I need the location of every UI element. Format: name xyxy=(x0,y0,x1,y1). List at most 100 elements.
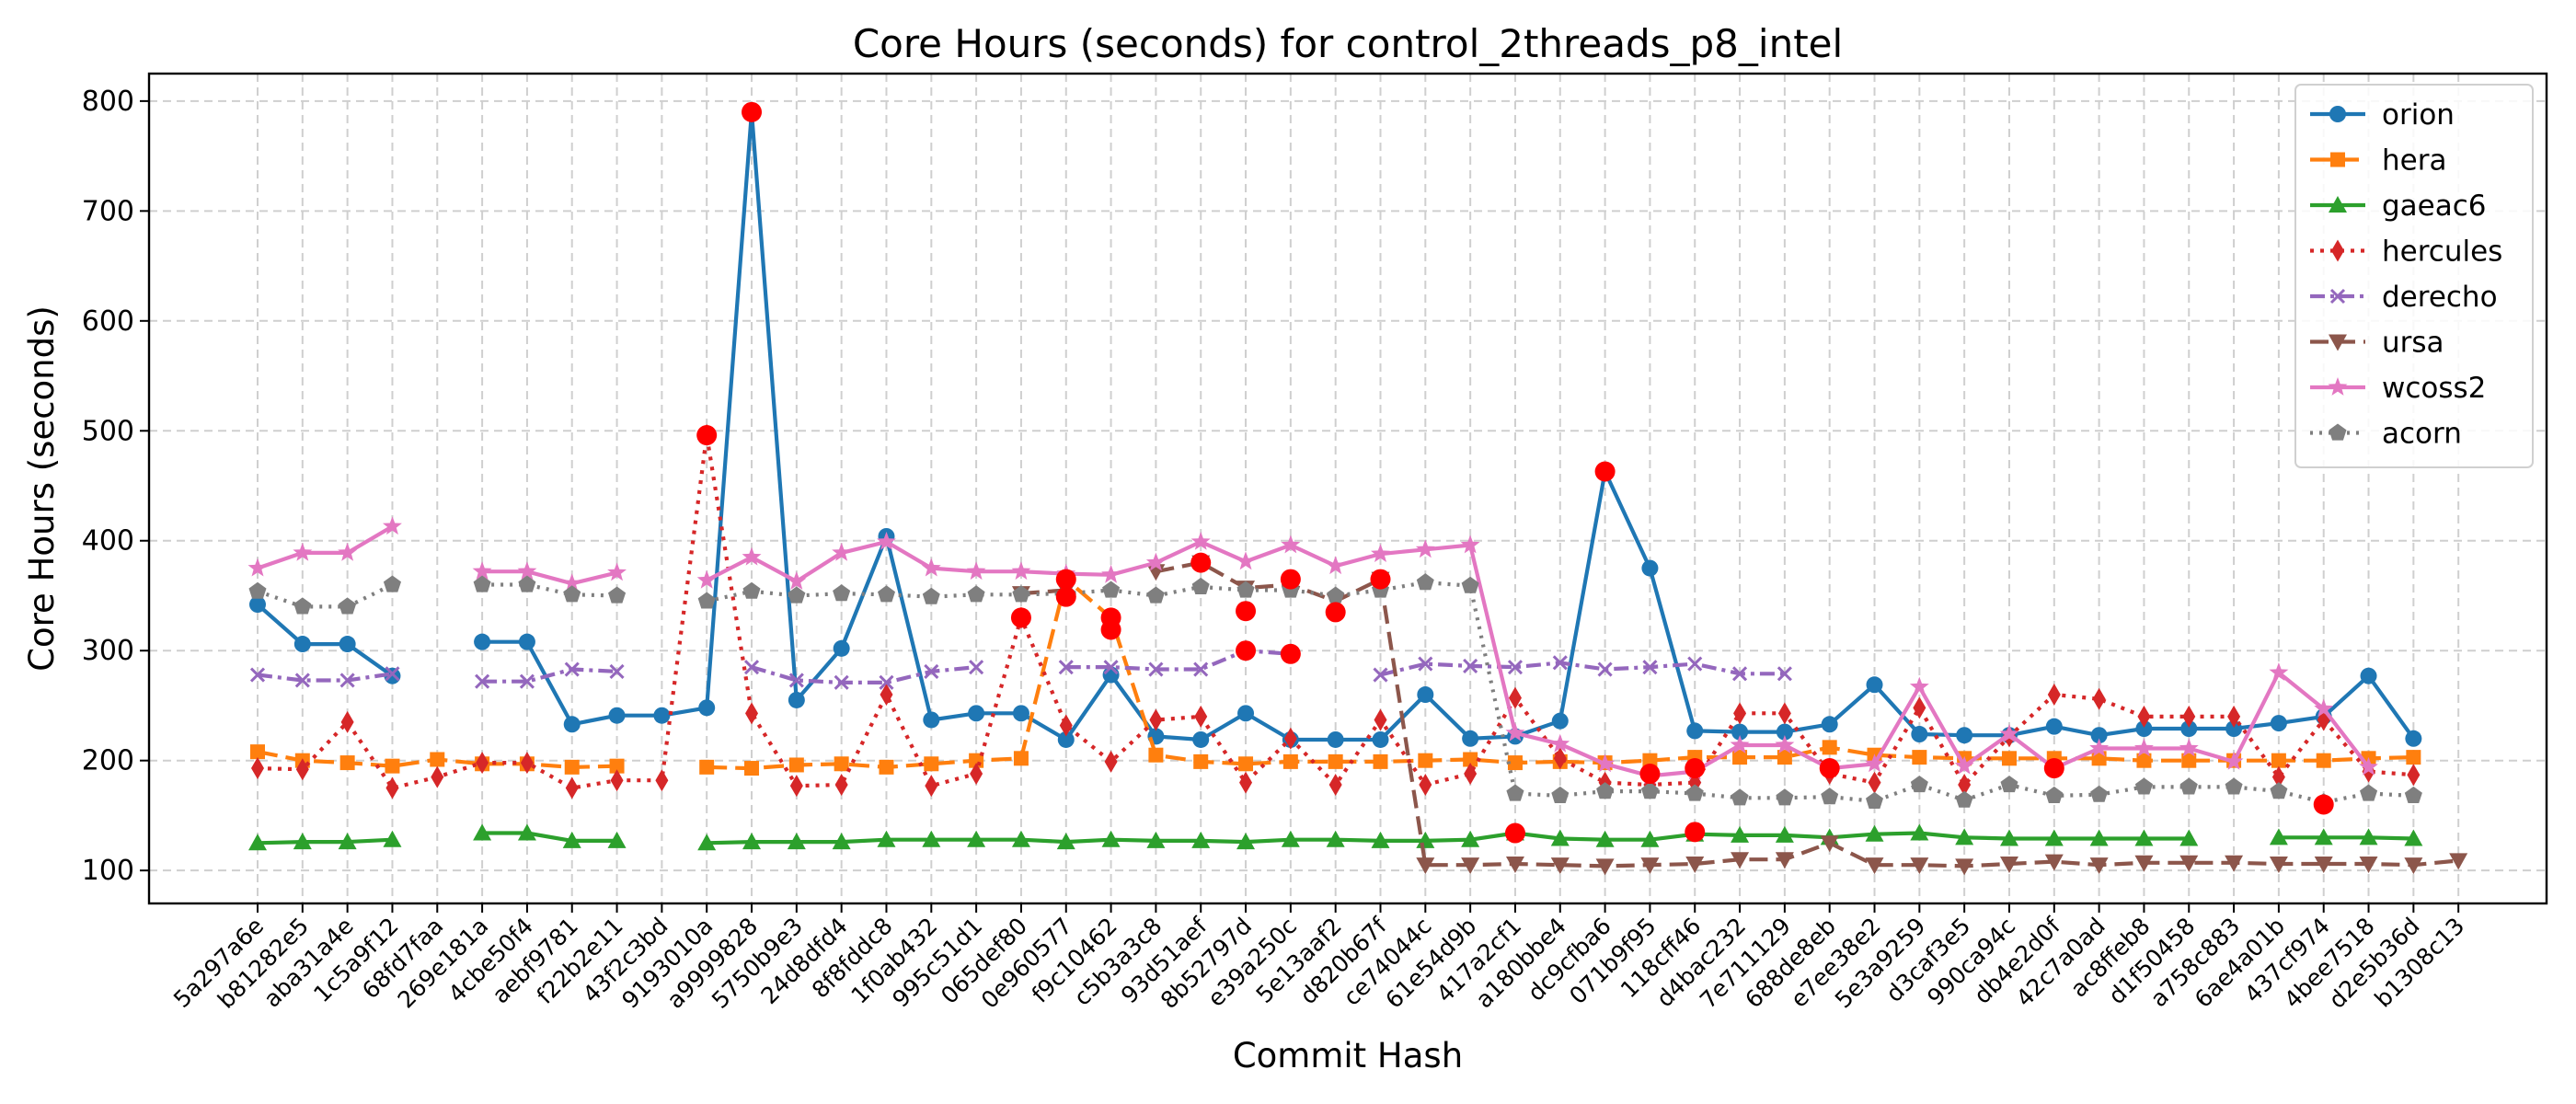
data-point-hera xyxy=(1912,750,1927,765)
data-point-derecho xyxy=(1552,655,1568,671)
outlier-point xyxy=(742,101,763,122)
data-point-orion xyxy=(1551,712,1569,730)
data-point-wcoss2 xyxy=(2269,662,2289,681)
y-tick-label: 700 xyxy=(82,195,134,227)
data-point-orion xyxy=(293,636,311,653)
data-point-ursa xyxy=(1999,856,2018,873)
data-point-hera xyxy=(2271,753,2286,768)
outlier-point xyxy=(1819,758,1840,779)
data-point-acorn xyxy=(833,584,851,602)
data-point-gaeac6 xyxy=(1955,828,1974,845)
data-point-acorn xyxy=(967,585,985,603)
data-point-acorn xyxy=(563,585,581,603)
data-point-acorn xyxy=(1506,784,1524,801)
data-point-wcoss2 xyxy=(1236,551,1256,570)
series-lines xyxy=(247,103,2468,876)
data-point-derecho xyxy=(743,660,760,675)
data-point-acorn xyxy=(1416,573,1434,591)
data-point-wcoss2 xyxy=(832,542,852,561)
data-point-derecho xyxy=(1463,658,1478,674)
data-point-hera xyxy=(1732,750,1748,765)
data-point-hercules xyxy=(565,776,579,799)
data-point-wcoss2 xyxy=(1909,676,1929,696)
data-point-ursa xyxy=(1955,858,1974,876)
data-point-orion xyxy=(608,707,626,724)
plot-area-frame xyxy=(147,72,2548,905)
data-point-orion xyxy=(563,716,581,733)
data-point-hercules xyxy=(295,758,309,781)
chart-title: Core Hours (seconds) for control_2thread… xyxy=(853,21,1843,66)
data-point-wcoss2 xyxy=(742,546,762,566)
data-point-acorn xyxy=(878,585,895,603)
data-point-acorn xyxy=(1910,776,1928,793)
data-point-wcoss2 xyxy=(1505,722,1525,742)
data-point-hera xyxy=(2001,751,2017,766)
data-point-gaeac6 xyxy=(1865,824,1884,842)
data-point-wcoss2 xyxy=(1999,724,2019,742)
data-point-hercules xyxy=(1059,714,1073,737)
data-point-orion xyxy=(1327,730,1344,748)
data-point-hercules xyxy=(1194,705,1208,728)
legend-marker-wcoss2 xyxy=(2328,377,2348,396)
data-point-hercules xyxy=(2092,687,2106,710)
data-point-ursa xyxy=(1550,857,1570,875)
data-point-orion xyxy=(1372,730,1389,748)
data-point-hera xyxy=(2316,753,2331,768)
y-tick-label: 300 xyxy=(82,635,134,667)
data-point-hera xyxy=(564,759,580,775)
data-point-acorn xyxy=(383,575,401,592)
outlier-point xyxy=(1100,619,1121,640)
data-point-ursa xyxy=(1461,857,1480,875)
data-point-wcoss2 xyxy=(1145,552,1166,571)
x-axis-label: Commit Hash xyxy=(1233,1036,1463,1075)
series-hercules xyxy=(251,424,2421,799)
data-point-derecho xyxy=(339,673,355,688)
legend-marker-derecho xyxy=(2329,288,2346,305)
data-point-gaeac6 xyxy=(1999,829,2018,846)
legend-label-hera: hera xyxy=(2382,144,2446,178)
y-tick-label: 100 xyxy=(82,855,134,887)
data-point-orion xyxy=(698,699,716,717)
data-point-acorn xyxy=(1191,577,1210,594)
data-point-hercules xyxy=(610,769,624,792)
data-point-hercules xyxy=(1777,702,1791,725)
data-point-acorn xyxy=(2134,777,2153,795)
data-point-acorn xyxy=(248,581,267,599)
y-tick-label: 200 xyxy=(82,745,134,777)
data-point-acorn xyxy=(2270,782,2288,799)
data-point-hercules xyxy=(2182,705,2196,728)
legend-label-acorn: acorn xyxy=(2382,418,2462,451)
data-point-hera xyxy=(834,756,849,772)
data-point-derecho xyxy=(1777,666,1792,682)
data-point-orion xyxy=(2090,727,2108,744)
data-point-derecho xyxy=(1193,661,1209,677)
data-point-orion xyxy=(2135,720,2153,738)
data-point-wcoss2 xyxy=(517,561,537,581)
data-point-derecho xyxy=(788,673,804,688)
series-gaeac6 xyxy=(248,823,2423,851)
data-point-hera xyxy=(1463,752,1478,767)
legend-label-orion: orion xyxy=(2382,98,2455,132)
data-point-orion xyxy=(2270,715,2287,732)
data-point-acorn xyxy=(339,597,357,615)
data-point-gaeac6 xyxy=(1461,830,1480,847)
data-point-acorn xyxy=(1461,576,1479,593)
data-point-gaeac6 xyxy=(1281,830,1300,847)
data-point-wcoss2 xyxy=(1954,755,1974,775)
outlier-point xyxy=(1055,569,1076,590)
data-point-hercules xyxy=(520,752,534,775)
legend: orion hera gaeac6 hercules derecho ursa wcoss2… xyxy=(2294,84,2534,468)
data-point-wcoss2 xyxy=(1595,753,1616,773)
data-point-wcoss2 xyxy=(1371,544,1390,562)
y-tick-label: 500 xyxy=(82,415,134,447)
data-point-derecho xyxy=(1731,666,1748,682)
data-point-ursa xyxy=(1865,857,1884,875)
data-point-orion xyxy=(1057,730,1075,748)
data-point-derecho xyxy=(1058,660,1074,675)
data-point-wcoss2 xyxy=(247,558,268,577)
legend-marker-hercules xyxy=(2331,239,2344,262)
data-point-orion xyxy=(833,639,850,657)
data-point-ursa xyxy=(1731,852,1750,869)
outlier-point xyxy=(1280,569,1301,590)
data-point-wcoss2 xyxy=(2089,738,2110,757)
